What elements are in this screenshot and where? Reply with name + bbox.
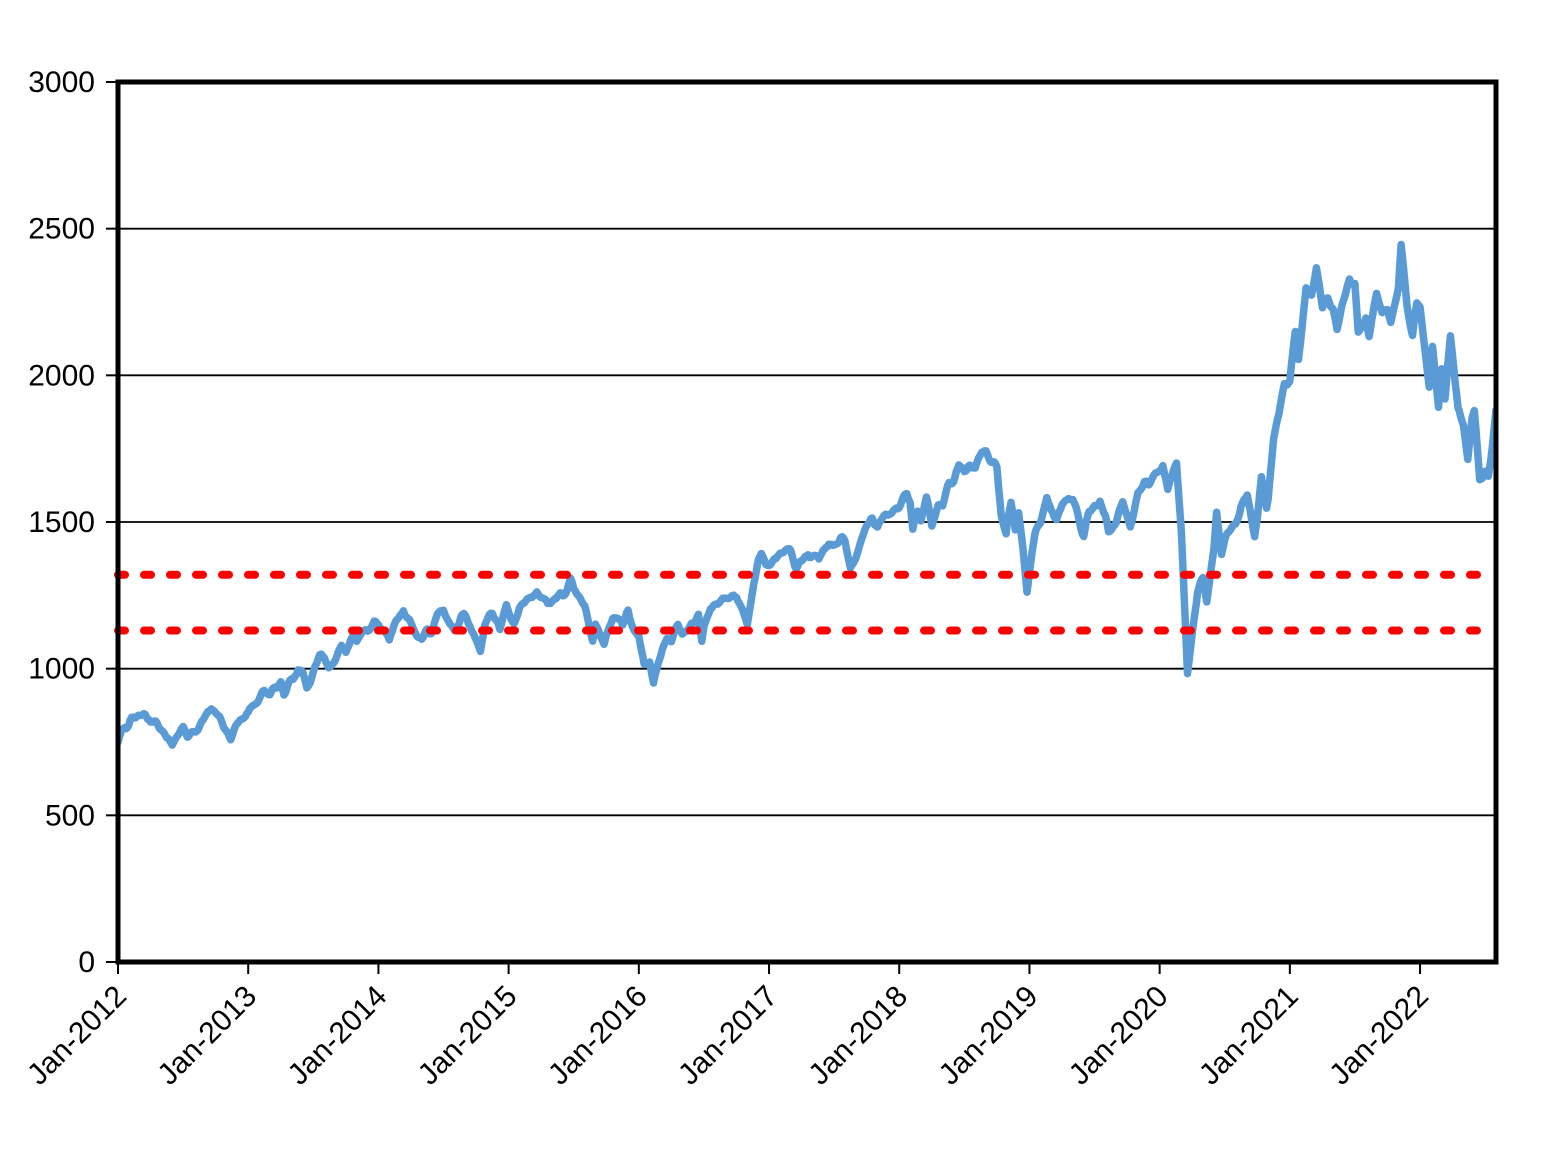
y-axis-label: 500	[45, 799, 95, 832]
x-axis-label: Jan-2022	[1323, 980, 1435, 1092]
x-axis-label: Jan-2016	[542, 980, 654, 1092]
y-axis-label: 2000	[28, 359, 95, 392]
x-axis-label: Jan-2017	[672, 980, 784, 1092]
plot-frame	[115, 79, 1499, 965]
y-axis-label: 2500	[28, 213, 95, 246]
x-axis-label: Jan-2020	[1063, 980, 1175, 1092]
x-axis-label: Jan-2014	[282, 980, 394, 1092]
y-axis-label: 0	[78, 946, 95, 979]
x-axis-label: Jan-2013	[151, 980, 263, 1092]
y-axis-label: 1500	[28, 506, 95, 539]
x-axis-label: Jan-2015	[412, 980, 524, 1092]
x-axis-label: Jan-2019	[933, 980, 1045, 1092]
x-axis-label: Jan-2012	[21, 980, 133, 1092]
y-axis-label: 3000	[28, 66, 95, 99]
price-line	[116, 240, 1498, 749]
y-axis-label: 1000	[28, 653, 95, 686]
x-axis-label: Jan-2021	[1193, 980, 1305, 1092]
x-axis-label: Jan-2018	[802, 980, 914, 1092]
